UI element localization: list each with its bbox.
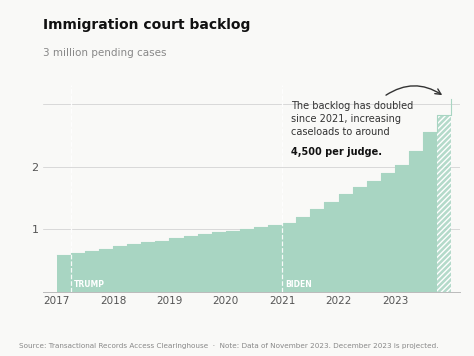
Text: 3 million pending cases: 3 million pending cases xyxy=(43,48,166,58)
Text: 4,500 per judge.: 4,500 per judge. xyxy=(291,147,382,157)
Text: BIDEN: BIDEN xyxy=(286,280,312,289)
Text: TRUMP: TRUMP xyxy=(74,280,105,289)
Text: The backlog has doubled
since 2021, increasing
caseloads to around: The backlog has doubled since 2021, incr… xyxy=(291,101,413,151)
Text: Immigration court backlog: Immigration court backlog xyxy=(43,18,250,32)
Text: Source: Transactional Records Access Clearinghouse  ·  Note: Data of November 20: Source: Transactional Records Access Cle… xyxy=(19,343,438,349)
